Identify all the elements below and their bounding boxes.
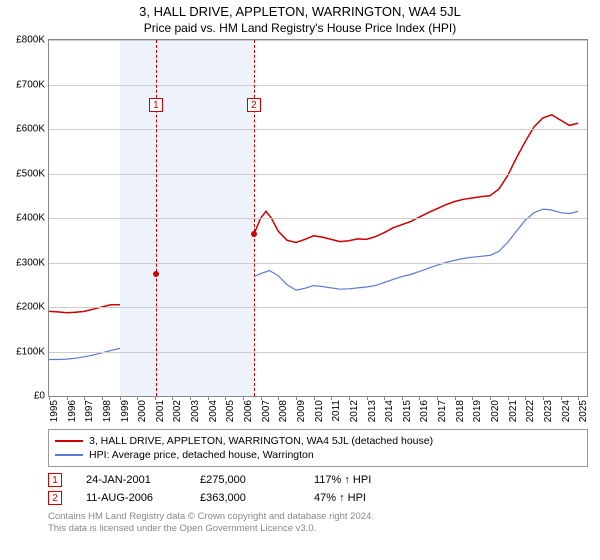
transaction-date: 24-JAN-2001 — [86, 474, 176, 486]
price-chart: £0£100K£200K£300K£400K£500K£600K£700K£80… — [48, 39, 588, 397]
gridline — [49, 307, 587, 308]
transaction-date: 11-AUG-2006 — [86, 492, 176, 504]
transaction-delta: 117% ↑ HPI — [314, 474, 404, 486]
x-axis-label: 2009 — [296, 400, 307, 422]
x-axis-label: 2004 — [208, 400, 219, 422]
x-axis-label: 2014 — [384, 400, 395, 422]
gridline — [49, 129, 587, 130]
x-axis-label: 1996 — [67, 400, 78, 422]
x-axis-label: 1997 — [84, 400, 95, 422]
x-axis-label: 2020 — [490, 400, 501, 422]
x-axis-label: 2023 — [543, 400, 554, 422]
legend: 3, HALL DRIVE, APPLETON, WARRINGTON, WA4… — [48, 429, 588, 467]
footnote: Contains HM Land Registry data © Crown c… — [48, 511, 588, 536]
y-axis-label: £500K — [16, 168, 45, 179]
y-axis-label: £300K — [16, 257, 45, 268]
x-axis-label: 2022 — [525, 400, 536, 422]
x-axis-label: 2015 — [402, 400, 413, 422]
transaction-price: £275,000 — [200, 474, 290, 486]
event-line — [156, 40, 157, 396]
x-axis-label: 2001 — [155, 400, 166, 422]
transaction-row: 1 24-JAN-2001 £275,000 117% ↑ HPI — [48, 471, 588, 489]
x-axis-label: 1995 — [49, 400, 60, 422]
x-axis-label: 2016 — [419, 400, 430, 422]
event-marker: 2 — [247, 98, 261, 112]
gridline — [49, 263, 587, 264]
gridline — [49, 352, 587, 353]
chart-title: 3, HALL DRIVE, APPLETON, WARRINGTON, WA4… — [0, 0, 600, 19]
x-axis-label: 2024 — [561, 400, 572, 422]
legend-label: HPI: Average price, detached house, Warr… — [89, 449, 314, 461]
y-axis-label: £200K — [16, 302, 45, 313]
x-axis-label: 2025 — [578, 400, 589, 422]
y-axis-label: £400K — [16, 213, 45, 224]
transaction-row: 2 11-AUG-2006 £363,000 47% ↑ HPI — [48, 489, 588, 507]
x-axis-label: 2010 — [314, 400, 325, 422]
x-axis-label: 1999 — [120, 400, 131, 422]
y-axis-label: £600K — [16, 124, 45, 135]
x-axis-label: 2007 — [261, 400, 272, 422]
x-axis-label: 2003 — [190, 400, 201, 422]
x-axis-label: 2002 — [172, 400, 183, 422]
x-axis-label: 2006 — [243, 400, 254, 422]
gridline — [49, 40, 587, 41]
x-axis-label: 2019 — [472, 400, 483, 422]
footnote-line: Contains HM Land Registry data © Crown c… — [48, 511, 588, 523]
x-axis-label: 1998 — [102, 400, 113, 422]
transaction-delta: 47% ↑ HPI — [314, 492, 404, 504]
x-axis-label: 2000 — [137, 400, 148, 422]
x-axis-label: 2021 — [508, 400, 519, 422]
data-point — [153, 271, 159, 277]
event-line — [254, 40, 255, 396]
y-axis-label: £100K — [16, 346, 45, 357]
legend-item: HPI: Average price, detached house, Warr… — [55, 448, 581, 462]
chart-subtitle: Price paid vs. HM Land Registry's House … — [0, 19, 600, 39]
transaction-marker: 1 — [48, 473, 62, 487]
transaction-table: 1 24-JAN-2001 £275,000 117% ↑ HPI 2 11-AUG-20… — [48, 471, 588, 507]
x-axis-label: 2013 — [367, 400, 378, 422]
transaction-marker: 2 — [48, 491, 62, 505]
x-axis-label: 2012 — [349, 400, 360, 422]
legend-swatch — [55, 440, 83, 442]
y-axis-label: £0 — [34, 391, 45, 402]
legend-label: 3, HALL DRIVE, APPLETON, WARRINGTON, WA4… — [89, 435, 433, 447]
data-point — [251, 231, 257, 237]
gridline — [49, 174, 587, 175]
legend-swatch — [55, 454, 83, 456]
transaction-price: £363,000 — [200, 492, 290, 504]
x-axis-label: 2017 — [437, 400, 448, 422]
x-axis-label: 2011 — [331, 400, 342, 422]
gridline — [49, 218, 587, 219]
legend-item: 3, HALL DRIVE, APPLETON, WARRINGTON, WA4… — [55, 434, 581, 448]
x-axis-label: 2018 — [455, 400, 466, 422]
y-axis-label: £700K — [16, 79, 45, 90]
x-axis-label: 2008 — [278, 400, 289, 422]
x-axis-label: 2005 — [225, 400, 236, 422]
gridline — [49, 85, 587, 86]
y-axis-label: £800K — [16, 35, 45, 46]
footnote-line: This data is licensed under the Open Gov… — [48, 523, 588, 535]
event-marker: 1 — [149, 98, 163, 112]
